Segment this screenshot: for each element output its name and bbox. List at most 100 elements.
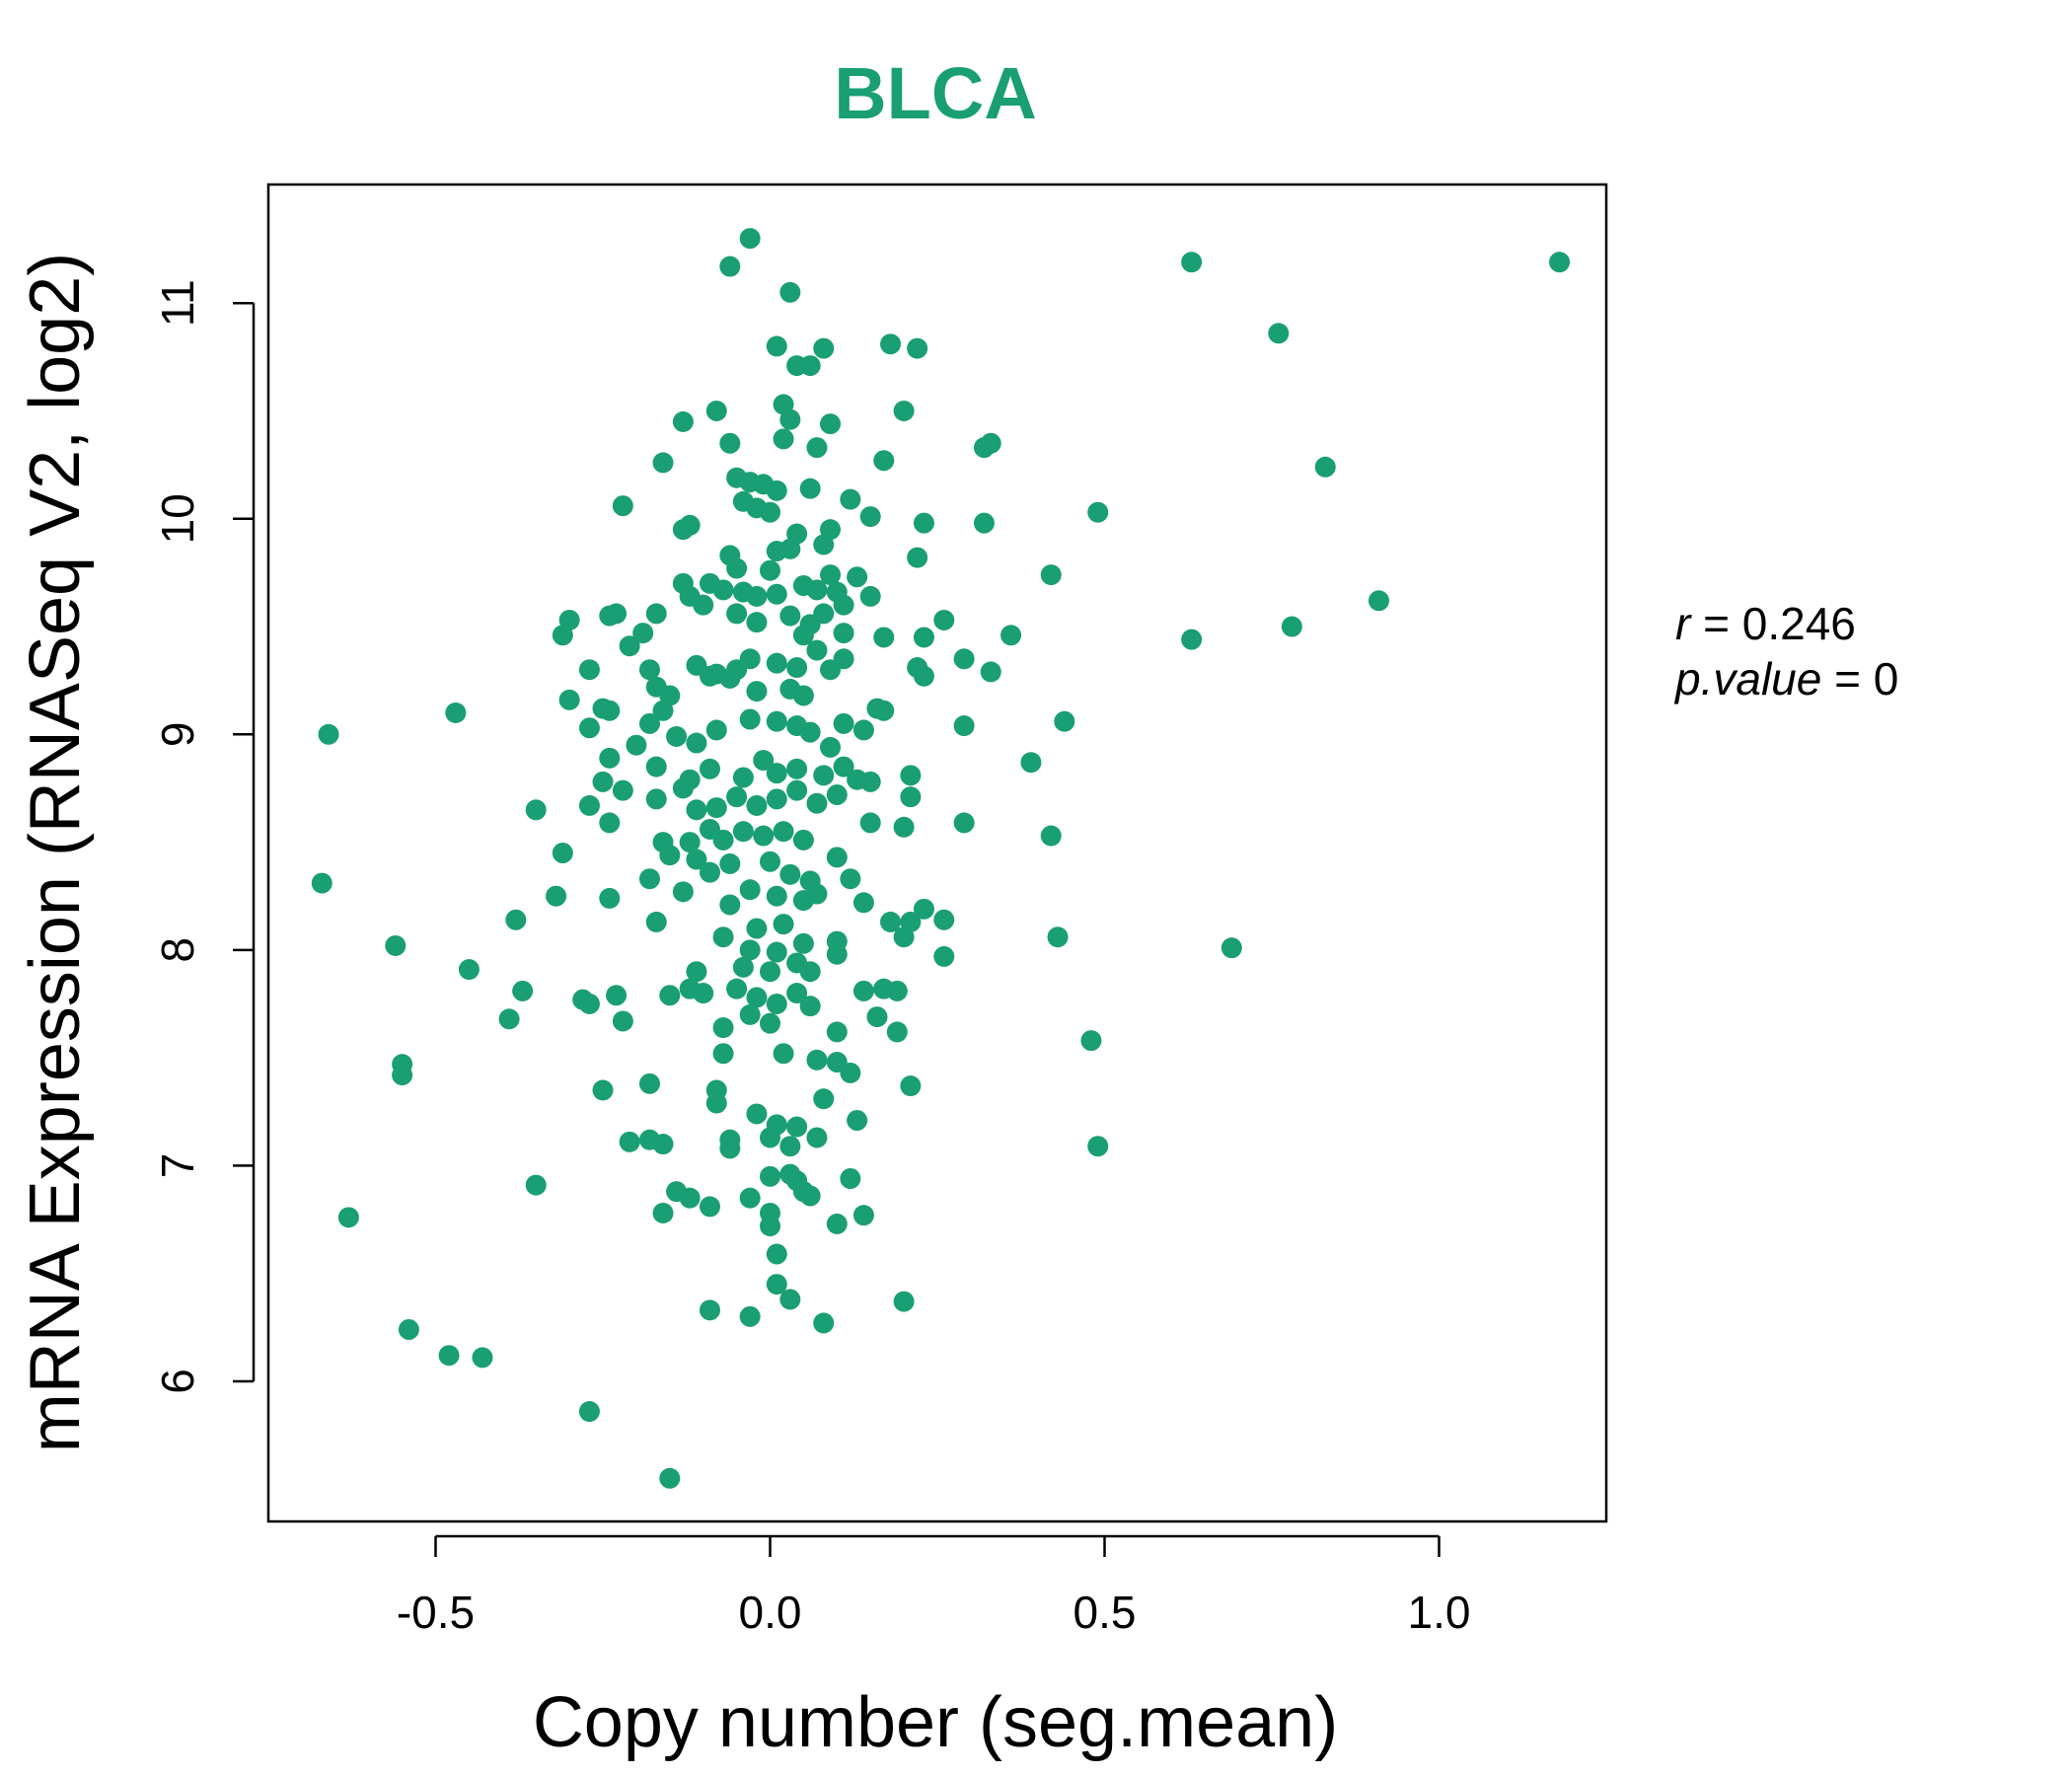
data-point (773, 914, 794, 935)
data-point (866, 698, 888, 719)
data-point (806, 883, 828, 905)
data-point (705, 400, 727, 421)
data-point (705, 797, 727, 819)
data-points (311, 228, 1571, 1489)
data-point (792, 625, 814, 646)
data-point (833, 623, 854, 644)
data-point (726, 978, 748, 999)
data-point (638, 659, 660, 681)
data-point (826, 783, 848, 805)
data-point (472, 1347, 493, 1369)
data-point (739, 939, 761, 961)
data-point (873, 450, 895, 472)
data-point (672, 777, 694, 799)
data-point (438, 1345, 460, 1367)
data-point (779, 605, 801, 627)
data-point (893, 816, 915, 838)
x-tick-label: 1.0 (1408, 1587, 1471, 1638)
data-point (760, 1127, 780, 1148)
data-point (739, 1003, 761, 1025)
r-statistic: r = 0.246 (1675, 598, 1856, 649)
data-point (712, 1017, 734, 1039)
p-statistic: p.value = 0 (1673, 653, 1898, 704)
data-point (806, 579, 828, 601)
data-point (686, 849, 707, 870)
y-tick-label: 7 (152, 1153, 203, 1179)
data-point (779, 281, 801, 303)
data-point (779, 1289, 801, 1310)
data-point (699, 1299, 720, 1321)
data-point (599, 605, 621, 627)
data-point (792, 685, 814, 706)
data-point (712, 1043, 734, 1065)
data-point (1054, 710, 1075, 732)
data-point (712, 579, 734, 601)
data-point (652, 700, 674, 721)
data-point (699, 861, 720, 883)
data-point (726, 557, 748, 579)
data-point (893, 1291, 915, 1312)
r-value: 0.246 (1742, 598, 1856, 649)
data-point (1087, 1136, 1109, 1157)
data-point (398, 1318, 419, 1340)
data-point (833, 648, 854, 670)
y-tick-label: 10 (152, 493, 203, 544)
data-point (779, 408, 801, 430)
data-point (612, 779, 633, 801)
data-point (746, 1103, 768, 1125)
data-point (1268, 323, 1290, 344)
data-point (686, 961, 707, 983)
data-point (1181, 629, 1203, 650)
data-point (1368, 590, 1389, 612)
data-point (760, 1012, 780, 1034)
data-point (813, 765, 835, 786)
data-point (806, 792, 828, 814)
data-point (933, 609, 955, 630)
data-point (498, 1008, 520, 1030)
data-point (1087, 501, 1109, 523)
data-point (766, 480, 787, 501)
data-point (900, 1075, 922, 1097)
data-point (719, 432, 741, 454)
data-point (632, 623, 654, 644)
data-point (732, 767, 754, 788)
data-point (792, 932, 814, 954)
data-point (739, 708, 761, 730)
data-point (766, 1243, 787, 1265)
data-point (766, 583, 787, 605)
data-point (592, 771, 614, 792)
data-point (578, 993, 600, 1014)
data-point (619, 1131, 640, 1152)
data-point (813, 603, 835, 625)
data-point (806, 1049, 828, 1071)
data-point (760, 501, 780, 523)
data-point (880, 911, 902, 932)
data-point (953, 715, 975, 737)
data-point (840, 1168, 861, 1190)
data-point (786, 758, 808, 779)
data-point (699, 758, 720, 779)
data-point (779, 863, 801, 885)
data-point (645, 756, 667, 777)
r-equals: = (1703, 598, 1742, 649)
y-tick-label: 6 (152, 1369, 203, 1394)
data-point (525, 799, 547, 821)
x-axis-title: Copy number (seg.mean) (533, 1683, 1338, 1762)
data-point (760, 559, 780, 581)
data-point (766, 993, 787, 1014)
data-point (619, 635, 640, 657)
data-point (318, 723, 339, 745)
data-point (445, 702, 467, 723)
data-point (679, 1187, 701, 1209)
data-point (552, 625, 573, 646)
data-point (686, 732, 707, 754)
data-point (392, 1065, 413, 1086)
data-point (840, 1062, 861, 1083)
data-point (786, 983, 808, 1004)
data-point (719, 894, 741, 916)
y-tick-label: 11 (152, 279, 203, 327)
data-point (873, 627, 895, 648)
data-point (907, 337, 928, 359)
data-point (833, 756, 854, 777)
